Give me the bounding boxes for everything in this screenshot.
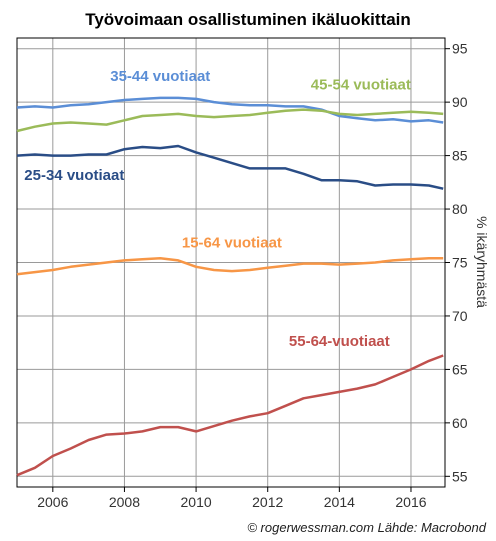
y-tick-label: 75 bbox=[452, 255, 468, 271]
series-line-0 bbox=[16, 96, 444, 124]
y-tick-label: 85 bbox=[452, 148, 468, 164]
y-tick-label: 70 bbox=[452, 308, 468, 324]
series-label-2: 25-34 vuotiaat bbox=[24, 167, 124, 184]
y-tick-label: 55 bbox=[452, 468, 468, 484]
y-tick-label: 65 bbox=[452, 361, 468, 377]
source-credit: © rogerwessman.com Lähde: Macrobond bbox=[247, 520, 486, 535]
x-tick-label: 2006 bbox=[37, 494, 68, 510]
series-label-1: 45-54 vuotiaat bbox=[311, 76, 411, 93]
y-tick-label: 60 bbox=[452, 415, 468, 431]
x-tick-label: 2016 bbox=[395, 494, 426, 510]
series-label-3: 15-64 vuotiaat bbox=[182, 235, 282, 252]
series-line-2 bbox=[16, 144, 444, 190]
series-line-3 bbox=[16, 256, 444, 276]
x-tick-label: 2010 bbox=[181, 494, 212, 510]
series-lines bbox=[16, 96, 444, 477]
y-tick-label: 80 bbox=[452, 201, 468, 217]
x-tick-label: 2008 bbox=[109, 494, 140, 510]
series-labels: 35-44 vuotiaat 45-54 vuotiaat 25-34 vuotia… bbox=[24, 68, 411, 350]
y-tick-label: 95 bbox=[452, 41, 468, 57]
series-line-1 bbox=[16, 108, 444, 133]
x-tick-label: 2012 bbox=[252, 494, 283, 510]
y-tick-label: 90 bbox=[452, 94, 468, 110]
x-axis-ticks: 2006 2008 2010 2012 2014 2016 bbox=[37, 487, 427, 510]
y-axis-ticks: 55 60 65 70 75 80 85 90 95 bbox=[445, 41, 468, 484]
chart-title: Työvoimaan osallistuminen ikäluokittain bbox=[85, 10, 411, 29]
y-axis-label: % ikäryhmästä bbox=[474, 216, 490, 308]
series-label-0: 35-44 vuotiaat bbox=[110, 68, 210, 85]
series-label-4: 55-64-vuotiaat bbox=[289, 333, 390, 350]
series-line-4 bbox=[16, 354, 444, 477]
x-tick-label: 2014 bbox=[324, 494, 355, 510]
